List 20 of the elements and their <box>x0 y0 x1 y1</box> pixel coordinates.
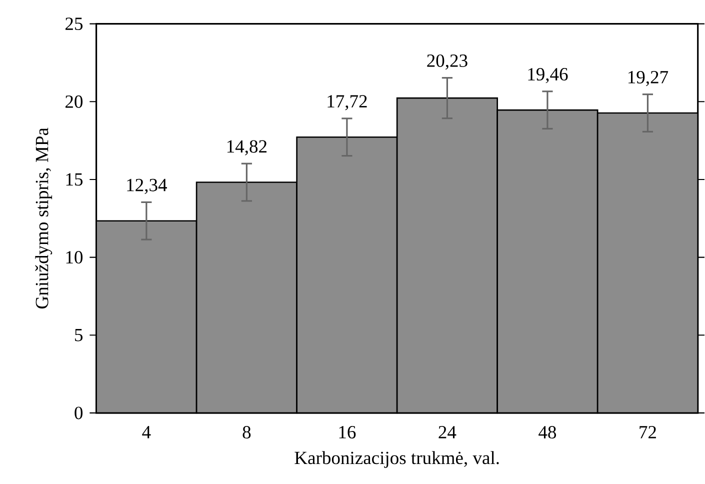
data-label: 20,23 <box>427 54 468 70</box>
y-tick-label: 10 <box>66 250 83 264</box>
data-label: 19,46 <box>528 68 568 83</box>
x-tick-label: 72 <box>640 426 656 438</box>
y-tick-label: 25 <box>66 17 83 30</box>
data-label: 19,27 <box>628 70 668 86</box>
x-tick-label: 16 <box>339 426 356 438</box>
data-label: 14,82 <box>227 140 266 156</box>
data-label: 17,72 <box>328 94 367 110</box>
y-tick-label: 0 <box>74 406 83 420</box>
x-tick-label: 4 <box>142 426 151 438</box>
y-tick-label: 15 <box>66 173 83 186</box>
x-tick-label: 48 <box>538 426 556 438</box>
x-tick-label: 8 <box>242 426 251 438</box>
x-tick-label: 24 <box>438 426 456 438</box>
y-tick-label: 20 <box>66 95 83 108</box>
x-axis-title: Karbonizacijos trukmė, val. <box>294 450 499 468</box>
data-label: 12,34 <box>127 178 167 194</box>
y-axis-title: Gniuždymo stipris, MPa <box>35 128 52 308</box>
y-tick-label: 5 <box>75 328 83 342</box>
